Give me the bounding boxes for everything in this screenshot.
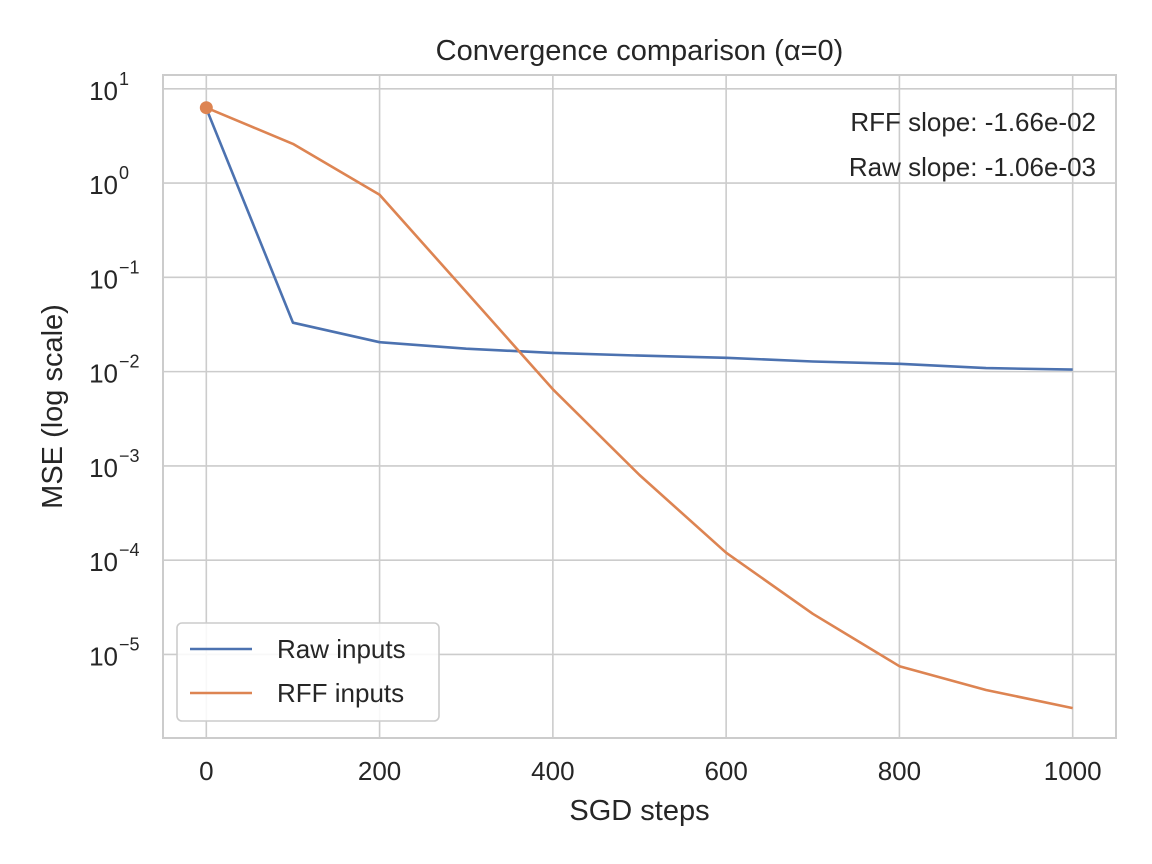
x-tick-label: 0 (199, 756, 213, 786)
x-tick-label: 200 (358, 756, 401, 786)
y-tick-exponent: −4 (119, 540, 140, 560)
legend: Raw inputs RFF inputs (176, 622, 440, 722)
y-tick-exponent: −3 (119, 446, 140, 466)
y-tick-label: 10 (89, 641, 118, 671)
x-tick-label: 1000 (1044, 756, 1102, 786)
plot-frame (162, 74, 1117, 739)
grid-layer (163, 75, 1116, 738)
x-tick-label: 800 (878, 756, 921, 786)
y-tick-label: 10 (89, 76, 118, 106)
highlight-marker (199, 101, 213, 115)
x-tick-label: 600 (704, 756, 747, 786)
legend-label-rff: RFF inputs (277, 678, 404, 708)
series-line-raw (205, 107, 1073, 371)
y-tick-exponent: −5 (119, 634, 140, 654)
legend-box (176, 622, 440, 722)
y-axis-label: MSE (log scale) (37, 304, 69, 509)
y-tick-label: 10 (89, 359, 118, 389)
y-tick-label: 10 (89, 170, 118, 200)
x-tick-labels: 0 200 400 600 800 1000 (199, 756, 1102, 786)
series-layer (199, 101, 1073, 710)
y-tick-exponent: 1 (119, 69, 129, 89)
legend-label-raw: Raw inputs (277, 634, 406, 664)
rff-slope-annotation: RFF slope: -1.66e-02 (850, 107, 1096, 137)
series-line-rff (205, 106, 1073, 710)
y-tick-label: 10 (89, 264, 118, 294)
x-axis-label: SGD steps (569, 795, 709, 827)
raw-slope-annotation: Raw slope: -1.06e-03 (849, 152, 1096, 182)
y-tick-label: 10 (89, 453, 118, 483)
x-tick-label: 400 (531, 756, 574, 786)
y-tick-exponent: 0 (119, 163, 129, 183)
y-tick-exponent: −1 (119, 257, 140, 277)
chart-title: Convergence comparison (α=0) (436, 35, 844, 67)
y-tick-exponent: −2 (119, 352, 140, 372)
y-tick-label: 10 (89, 547, 118, 577)
